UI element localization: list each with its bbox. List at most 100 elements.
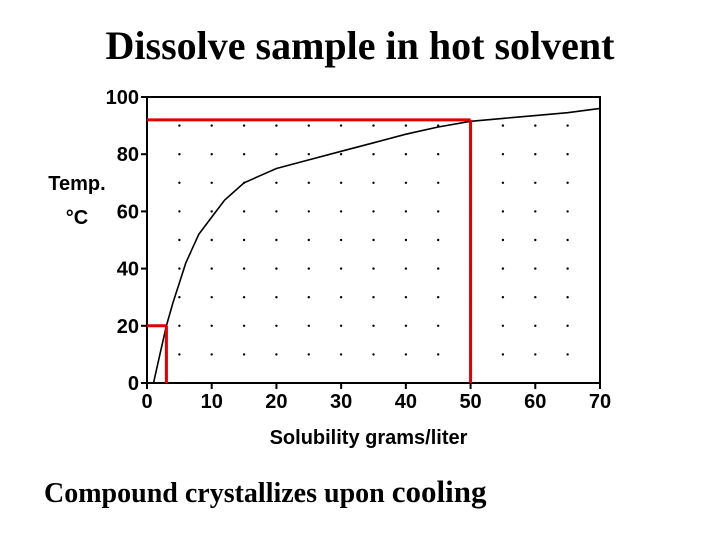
y-axis-label-line2: °C (66, 207, 88, 229)
grid-dot (275, 353, 278, 356)
grid-dot (275, 267, 278, 270)
grid-dot (242, 353, 246, 356)
grid-dot (275, 210, 278, 213)
grid-dot (242, 267, 246, 270)
grid-dot (501, 267, 505, 270)
grid-dots (178, 124, 569, 356)
grid-dot (242, 153, 246, 156)
grid-dot (534, 267, 537, 270)
grid-dot (242, 296, 246, 299)
grid-dot (566, 124, 569, 127)
grid-dot (178, 238, 181, 242)
x-tick-label: 70 (589, 391, 611, 413)
grid-dot (437, 353, 440, 356)
grid-dot (566, 353, 569, 356)
grid-dot (178, 210, 181, 213)
grid-dot (242, 124, 246, 127)
solubility-chart: 0 20 40 60 80 100 0 10 20 30 40 50 60 70 Temp. °C So… (48, 87, 611, 449)
grid-dot (307, 353, 310, 356)
grid-dot (210, 267, 213, 270)
grid-dot (242, 238, 246, 242)
x-tick-label: 0 (141, 391, 152, 413)
grid-dot (534, 353, 537, 356)
grid-dot (307, 153, 310, 156)
grid-dot (178, 353, 181, 356)
grid-dot (437, 296, 440, 299)
grid-dot (501, 296, 505, 299)
grid-dot (178, 296, 181, 299)
grid-dot (501, 124, 505, 127)
slide-title: Dissolve sample in hot solvent (105, 23, 615, 68)
grid-dot (437, 324, 440, 327)
grid-dot (242, 324, 246, 327)
grid-dot (566, 296, 569, 299)
grid-dot (566, 181, 569, 184)
plot-frame (146, 96, 601, 384)
grid-dot (210, 124, 213, 127)
y-tick-label: 0 (128, 373, 139, 395)
grid-dot (501, 353, 505, 356)
x-tick-label: 40 (395, 391, 417, 413)
grid-dot (307, 324, 310, 327)
grid-dot (372, 353, 375, 356)
grid-dot (404, 210, 408, 213)
grid-dot (372, 267, 375, 270)
grid-dot (372, 210, 375, 213)
grid-dot (339, 210, 343, 213)
grid-dot (307, 238, 310, 242)
slide-caption: Compound crystallizes upon cooling (44, 474, 486, 510)
grid-dot (534, 296, 537, 299)
y-tick-labels: 0 20 40 60 80 100 (106, 87, 139, 395)
grid-dot (339, 324, 343, 327)
grid-dot (437, 238, 440, 242)
grid-dot (339, 353, 343, 356)
y-axis-label-line1: Temp. (48, 173, 105, 195)
solubility-curve (152, 107, 601, 384)
grid-dot (210, 238, 213, 242)
grid-dot (437, 267, 440, 270)
grid-dot (404, 353, 408, 356)
grid-dot (404, 153, 408, 156)
grid-dot (178, 324, 181, 327)
grid-dot (566, 238, 569, 242)
x-axis-label: Solubility grams/liter (270, 427, 468, 449)
grid-dot (404, 267, 408, 270)
grid-dot (307, 296, 310, 299)
grid-dot (372, 153, 375, 156)
grid-dot (339, 153, 343, 156)
grid-dot (501, 153, 505, 156)
grid-dot (307, 210, 310, 213)
grid-dot (275, 238, 278, 242)
grid-dot (501, 210, 505, 213)
caption-emphasis: cooling (391, 474, 487, 509)
grid-dot (307, 267, 310, 270)
x-tick-label: 10 (201, 391, 223, 413)
grid-dot (339, 267, 343, 270)
x-tick-label: 30 (330, 391, 352, 413)
grid-dot (307, 124, 310, 127)
x-tick-label: 60 (524, 391, 546, 413)
grid-dot (372, 181, 375, 184)
grid-dot (210, 153, 213, 156)
grid-dot (566, 210, 569, 213)
grid-dot (178, 124, 181, 127)
grid-dot (404, 296, 408, 299)
grid-dot (339, 181, 343, 184)
y-tick-label: 80 (117, 144, 139, 166)
grid-dot (534, 124, 537, 127)
grid-dot (372, 124, 375, 127)
grid-dot (178, 267, 181, 270)
grid-dot (437, 210, 440, 213)
grid-dot (372, 296, 375, 299)
axis-ticks (141, 96, 601, 389)
x-tick-label: 20 (265, 391, 287, 413)
grid-dot (339, 124, 343, 127)
grid-dot (566, 324, 569, 327)
grid-dot (372, 324, 375, 327)
y-tick-label: 60 (117, 201, 139, 223)
grid-dot (275, 296, 278, 299)
marker-lines (147, 118, 473, 383)
grid-dot (437, 181, 440, 184)
grid-dot (404, 238, 408, 242)
